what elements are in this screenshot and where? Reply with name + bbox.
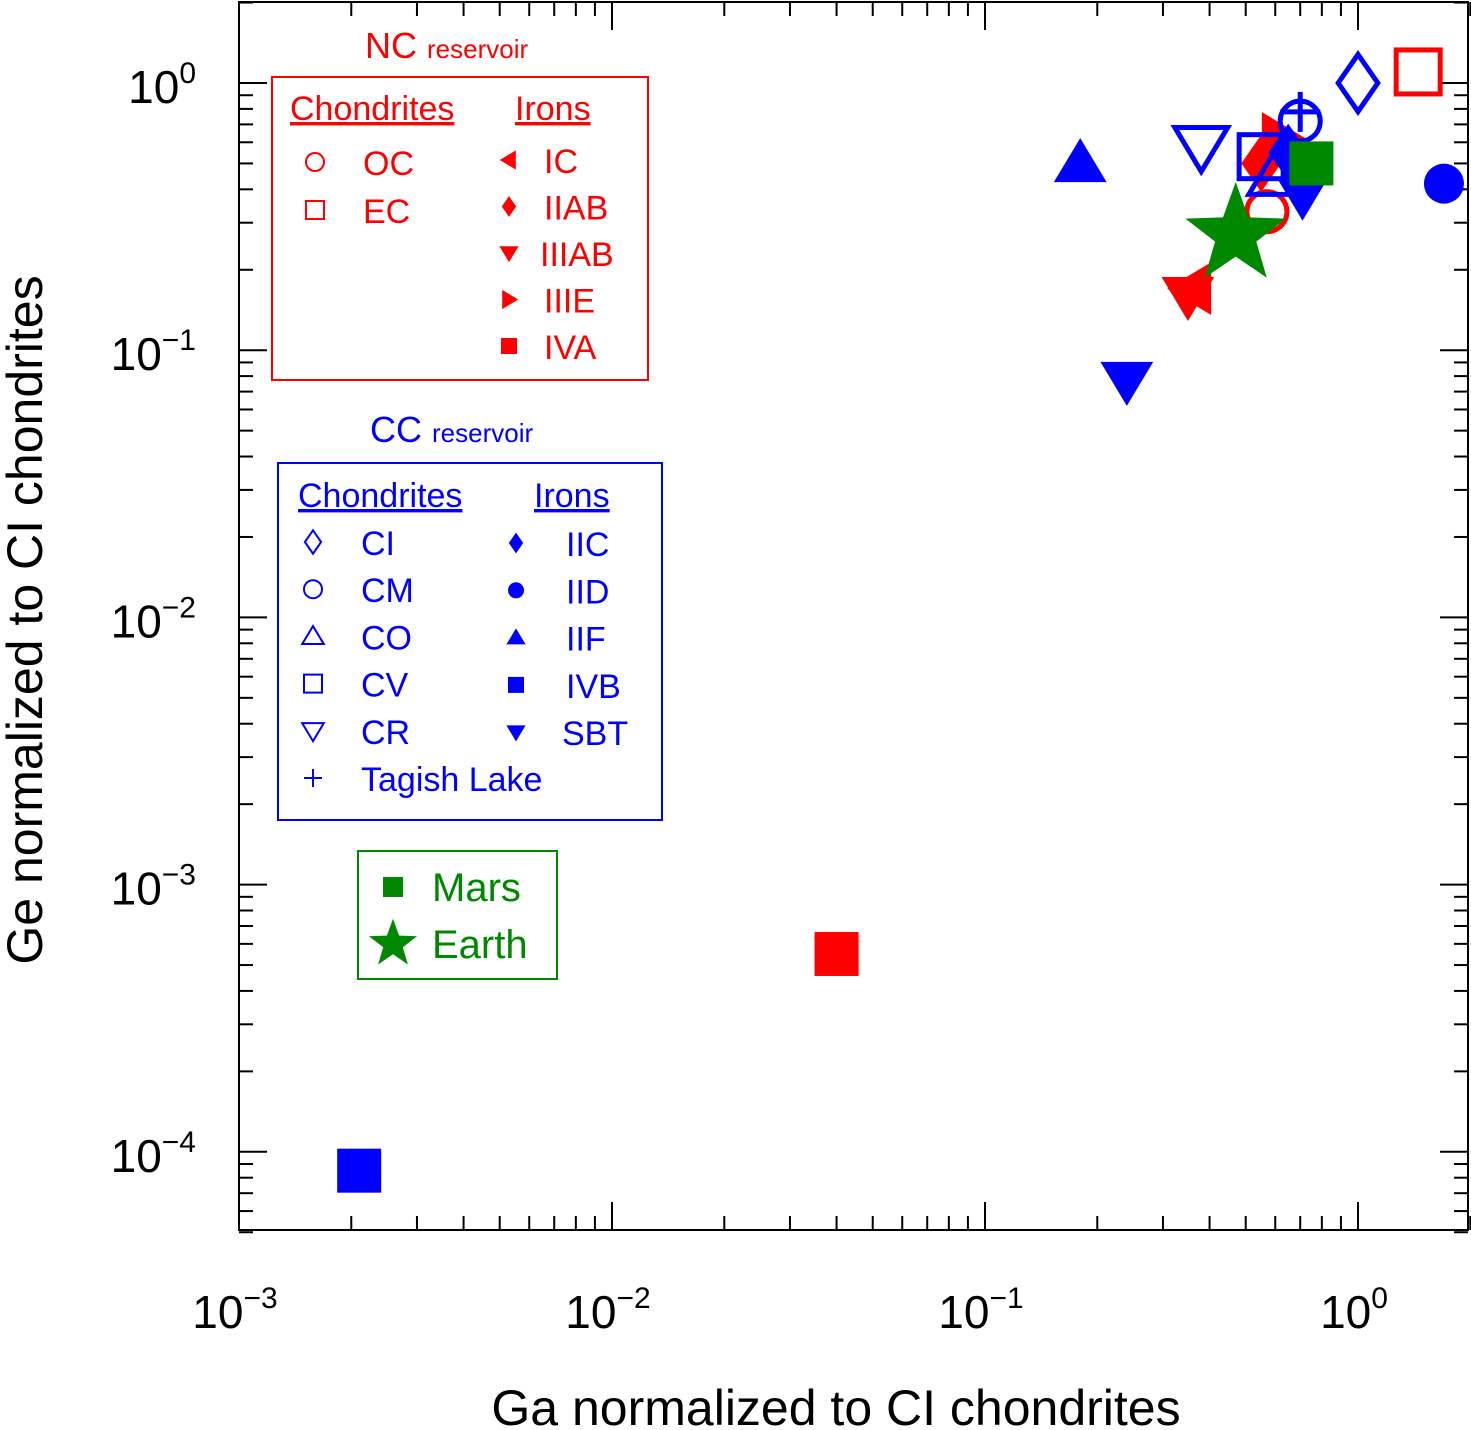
legend-label-co: CO <box>361 619 412 657</box>
legend-label-iic: IIC <box>566 526 609 564</box>
point-ci <box>1335 50 1381 116</box>
point-mars <box>1289 141 1334 186</box>
point-sbt <box>1276 176 1329 221</box>
legend-label-mars: Mars <box>432 866 521 910</box>
legend-marker-oc <box>305 152 325 172</box>
legend-marker-cm <box>303 579 323 600</box>
point-iid <box>1423 163 1464 204</box>
y-axis-title: Ge normalized to CI chondrites <box>0 275 53 964</box>
point-ec <box>1393 47 1443 97</box>
data-points <box>337 47 1464 1193</box>
legend-label-cm: CM <box>361 572 414 610</box>
legend-label-iiiab: IIIAB <box>540 236 614 274</box>
point-cr <box>1170 125 1233 177</box>
legend-marker-iva <box>501 338 517 354</box>
legend-cc-box <box>277 462 663 821</box>
legend-label-sbt: SBT <box>562 715 628 753</box>
legend-label-iiie: IIIE <box>544 283 595 321</box>
legend-marker-iif <box>506 628 526 645</box>
legend-marker-earth <box>368 918 418 965</box>
legend-label-earth: Earth <box>432 923 528 967</box>
legend-cc-irons-header: Irons <box>534 477 610 515</box>
axis-tick-labels: 10−3 10−2 10−1 100 10−4 10−3 10−2 10−1 100 <box>111 57 1388 1338</box>
y-tick-label: 100 <box>128 57 196 113</box>
legend-cc-chondrites-header: Chondrites <box>298 477 462 515</box>
point-iva <box>814 931 859 976</box>
legend-marker-iiab <box>501 196 517 217</box>
y-tick-label: 10−4 <box>111 1126 196 1182</box>
point-earth <box>1185 182 1286 278</box>
legend-nc-irons-header: Irons <box>515 90 591 128</box>
legend-label-ec: EC <box>363 193 410 231</box>
legends: NC reservoir Chondrites Irons OC EC IC IIAB III… <box>271 25 663 980</box>
legend-marker-cr <box>300 722 326 744</box>
legend-marker-iic <box>508 532 524 554</box>
axis-ticks <box>238 1 1471 1234</box>
y-tick-label: 10−3 <box>111 859 196 915</box>
x-tick-label: 100 <box>1320 1282 1388 1338</box>
legend-label-cr: CR <box>361 714 410 752</box>
legend-planets: Mars Earth <box>357 850 558 980</box>
x-tick-label: 10−2 <box>565 1282 650 1338</box>
point-ivb <box>337 1148 382 1193</box>
legend-label-ic: IC <box>544 143 578 181</box>
legend-marker-sbt <box>506 725 526 742</box>
legend-marker-cv <box>303 673 323 694</box>
legend-marker-ivb <box>508 676 524 693</box>
legend-label-oc: OC <box>363 145 414 183</box>
y-tick-label: 10−1 <box>111 324 196 380</box>
point-sbt <box>1100 361 1154 406</box>
x-axis-title: Ga normalized to CI chondrites <box>491 1380 1180 1430</box>
legend-cc-title: CC reservoir <box>370 409 533 450</box>
legend-nc-chondrites-header: Chondrites <box>290 90 454 128</box>
legend-marker-iiiab <box>499 246 519 263</box>
legend-marker-tagish-lake <box>304 769 322 787</box>
legend-marker-ec <box>305 200 325 220</box>
legend-label-iid: IID <box>566 573 609 611</box>
legend-cc-reservoir: CC reservoir Chondrites Irons CI CM CO CV CR Tag… <box>277 409 663 821</box>
legend-marker-iid <box>508 582 524 599</box>
y-tick-label: 10−2 <box>111 591 196 647</box>
point-tagish-lake <box>1280 91 1321 132</box>
legend-nc-box <box>271 76 649 381</box>
legend-label-cv: CV <box>361 667 409 705</box>
point-iif <box>1053 138 1107 183</box>
legend-nc-reservoir: NC reservoir Chondrites Irons OC EC IC IIAB III… <box>271 25 649 381</box>
legend-marker-iiie <box>502 289 519 310</box>
plot-frame <box>238 1 1469 1231</box>
x-tick-label: 10−1 <box>938 1282 1023 1338</box>
legend-label-iiab: IIAB <box>544 190 608 228</box>
legend-label-iif: IIF <box>566 621 606 659</box>
legend-marker-ci <box>303 528 323 556</box>
legend-label-iva: IVA <box>544 329 597 367</box>
legend-marker-ic <box>499 150 516 170</box>
legend-marker-co <box>300 624 326 646</box>
legend-label-tagish-lake: Tagish Lake <box>361 761 542 799</box>
legend-label-ivb: IVB <box>566 668 621 706</box>
x-tick-label: 10−3 <box>192 1282 277 1338</box>
legend-nc-title: NC reservoir <box>365 25 528 66</box>
legend-planets-box <box>357 850 558 980</box>
legend-label-ci: CI <box>361 525 395 563</box>
point-iiiab <box>1161 276 1215 321</box>
legend-marker-mars <box>383 877 403 897</box>
